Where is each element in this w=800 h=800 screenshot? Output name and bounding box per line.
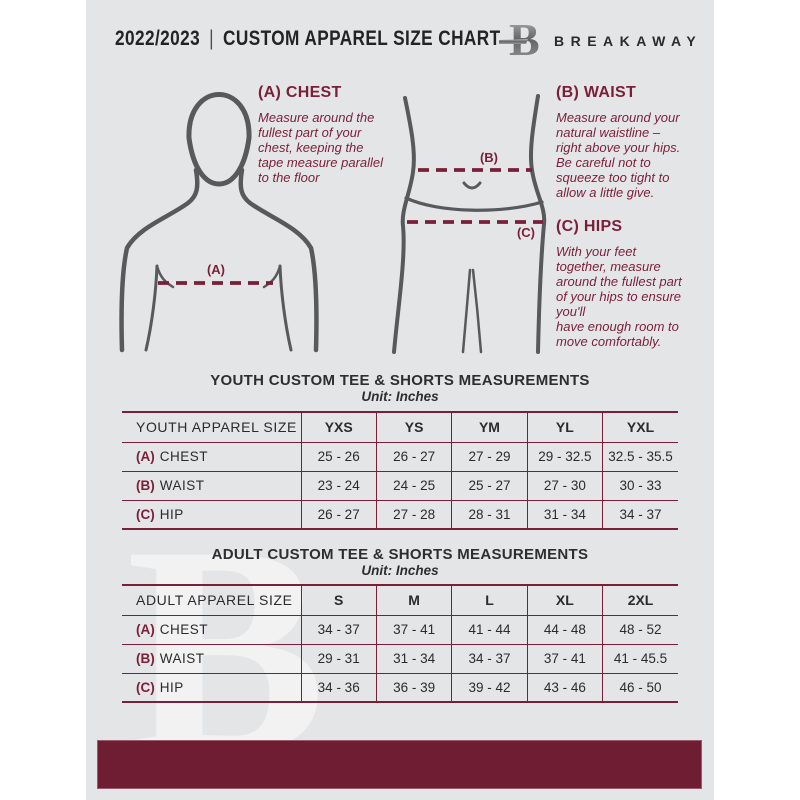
row-label: CHEST xyxy=(159,622,209,637)
row-label: WAIST xyxy=(159,478,205,493)
chest-instruction: (A) CHEST Measure around the fullest par… xyxy=(258,84,400,185)
measurement-row: (C) HIP 26 - 27 27 - 28 28 - 31 31 - 34 34 - 3… xyxy=(122,500,678,529)
size-range-cell: 48 - 52 xyxy=(602,615,678,644)
size-range-cell: 37 - 41 xyxy=(375,615,452,644)
size-label-column-header: YOUTH APPAREL SIZE xyxy=(136,419,297,436)
size-range-cell: 26 - 27 xyxy=(300,500,377,529)
row-prefix: (A) xyxy=(136,622,155,637)
measurement-row: (A) CHEST 25 - 26 26 - 27 27 - 29 29 - 32.5 32… xyxy=(122,442,678,471)
adult-section-title: ADULT CUSTOM TEE & SHORTS MEASUREMENTS xyxy=(211,546,589,563)
title-separator: | xyxy=(209,27,215,50)
size-label-column-header: ADULT APPAREL SIZE xyxy=(136,592,293,609)
breakaway-logo-icon: B xyxy=(499,14,540,64)
hips-line-label: (C) xyxy=(516,225,536,240)
adult-header-row: ADULT APPAREL SIZE S M L XL 2XL xyxy=(122,585,678,615)
size-range-cell: 32.5 - 35.5 xyxy=(602,442,678,471)
youth-size-table: YOUTH APPAREL SIZE YXS YS YM YL YXL (A) CHEST 2… xyxy=(122,411,678,530)
size-range-cell: 31 - 34 xyxy=(526,500,603,529)
size-range-cell: 24 - 25 xyxy=(375,471,452,500)
size-range-cell: 27 - 28 xyxy=(375,500,452,529)
size-range-cell: 46 - 50 xyxy=(602,673,678,702)
size-range-cell: 26 - 27 xyxy=(375,442,452,471)
adult-size-table: ADULT APPAREL SIZE S M L XL 2XL (A) CHEST 34 - … xyxy=(122,584,678,703)
document-title: 2022/2023 | CUSTOM APPAREL SIZE CHART xyxy=(115,27,501,51)
brand-name: BREAKAWAY xyxy=(554,33,703,49)
measurement-row: (C) HIP 34 - 36 36 - 39 39 - 42 43 - 46 46 - 5… xyxy=(122,673,678,702)
hips-instruction: (C) HIPS With your feet together, measur… xyxy=(556,218,702,349)
size-range-cell: 44 - 48 xyxy=(526,615,603,644)
adult-unit-label: Unit: Inches xyxy=(361,563,439,578)
row-label: CHEST xyxy=(159,449,209,464)
size-column-header: YXL xyxy=(602,412,678,442)
size-column-header: M xyxy=(375,585,452,615)
size-range-cell: 27 - 29 xyxy=(451,442,528,471)
size-column-header: YXS xyxy=(300,412,377,442)
youth-section-title: YOUTH CUSTOM TEE & SHORTS MEASUREMENTS xyxy=(210,372,590,389)
measurement-row-label: (B) WAIST xyxy=(122,644,301,673)
youth-unit-label: Unit: Inches xyxy=(361,389,439,404)
chest-line-label: (A) xyxy=(206,262,226,277)
lower-body-figure xyxy=(392,94,547,354)
size-range-cell: 29 - 32.5 xyxy=(526,442,603,471)
size-range-cell: 23 - 24 xyxy=(300,471,377,500)
footer-accent-bar xyxy=(97,740,702,789)
measurement-row: (A) CHEST 34 - 37 37 - 41 41 - 44 44 - 48 48 -… xyxy=(122,615,678,644)
size-range-cell: 41 - 45.5 xyxy=(602,644,678,673)
measurement-row: (B) WAIST 29 - 31 31 - 34 34 - 37 37 - 41 41 -… xyxy=(122,644,678,673)
waist-line-label: (B) xyxy=(479,150,499,165)
size-range-cell: 34 - 37 xyxy=(300,615,377,644)
size-range-cell: 29 - 31 xyxy=(300,644,377,673)
measurement-row-label: (B) WAIST xyxy=(122,471,301,500)
season-year: 2022/2023 xyxy=(115,27,201,50)
size-column-header: S xyxy=(300,585,377,615)
chest-heading: (A) CHEST xyxy=(258,84,342,101)
waist-heading: (B) WAIST xyxy=(556,84,637,101)
size-range-cell: 30 - 33 xyxy=(602,471,678,500)
page-background: B 2022/2023 | CUSTOM APPAREL SIZE CHART B … xyxy=(86,0,714,800)
row-label: HIP xyxy=(159,506,184,522)
row-label: WAIST xyxy=(159,651,205,666)
size-column-header: XL xyxy=(526,585,603,615)
size-range-cell: 27 - 30 xyxy=(526,471,603,500)
size-range-cell: 34 - 36 xyxy=(300,673,377,702)
youth-header-row: YOUTH APPAREL SIZE YXS YS YM YL YXL xyxy=(122,412,678,442)
size-column-header: YL xyxy=(526,412,603,442)
measurement-row-label: (C) HIP xyxy=(122,673,301,702)
svg-text:B: B xyxy=(509,14,540,64)
measurement-row-label: (C) HIP xyxy=(122,500,301,529)
size-range-cell: 34 - 37 xyxy=(602,500,678,529)
row-prefix: (B) xyxy=(136,478,155,493)
size-range-cell: 36 - 39 xyxy=(375,673,452,702)
row-prefix: (A) xyxy=(136,449,155,464)
measurement-row-label: (A) CHEST xyxy=(122,442,301,471)
measurement-row: (B) WAIST 23 - 24 24 - 25 25 - 27 27 - 30 30 -… xyxy=(122,471,678,500)
size-range-cell: 25 - 27 xyxy=(451,471,528,500)
measurement-row-label: (A) CHEST xyxy=(122,615,301,644)
size-range-cell: 25 - 26 xyxy=(300,442,377,471)
hips-body: With your feet together, measure around … xyxy=(556,244,682,349)
row-prefix: (C) xyxy=(136,506,155,522)
size-range-cell: 43 - 46 xyxy=(526,673,603,702)
size-range-cell: 28 - 31 xyxy=(451,500,528,529)
size-range-cell: 37 - 41 xyxy=(526,644,603,673)
size-column-header: L xyxy=(451,585,528,615)
hips-heading: (C) HIPS xyxy=(556,218,623,235)
size-column-header: 2XL xyxy=(602,585,678,615)
upper-body-figure xyxy=(119,92,319,353)
size-range-cell: 34 - 37 xyxy=(451,644,528,673)
chest-body: Measure around the fullest part of your … xyxy=(258,110,384,185)
size-range-cell: 41 - 44 xyxy=(451,615,528,644)
row-prefix: (C) xyxy=(136,679,155,695)
row-label: HIP xyxy=(159,679,184,695)
waist-body: Measure around your natural waistline – … xyxy=(556,110,681,200)
size-range-cell: 31 - 34 xyxy=(375,644,452,673)
row-prefix: (B) xyxy=(136,651,155,666)
size-column-header: YM xyxy=(451,412,528,442)
size-range-cell: 39 - 42 xyxy=(451,673,528,702)
waist-instruction: (B) WAIST Measure around your natural wa… xyxy=(556,84,696,200)
size-column-header: YS xyxy=(375,412,452,442)
page-title: CUSTOM APPAREL SIZE CHART xyxy=(223,27,501,50)
